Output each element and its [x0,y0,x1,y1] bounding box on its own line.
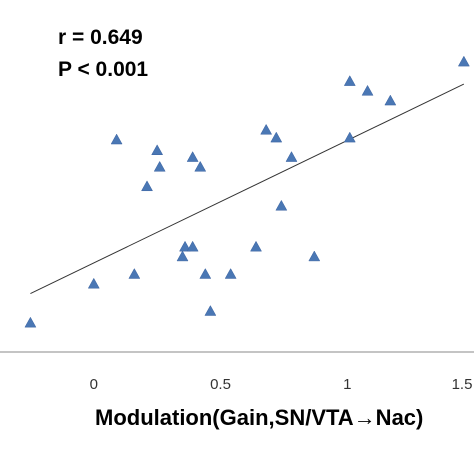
data-point [87,277,100,289]
data-point [457,55,470,67]
data-points [24,55,470,328]
data-point [384,94,397,106]
trendline [30,83,465,294]
data-point [343,131,356,143]
x-axis-ticks: 0 0.5 1 1.5 [90,376,473,393]
data-point [24,316,37,328]
data-point [224,268,237,279]
data-point [194,160,207,172]
p-value-label: P < 0.001 [58,58,149,81]
data-point [199,268,212,279]
data-point [308,250,321,262]
correlation-coefficient-label: r = 0.649 [58,26,143,49]
data-point [141,180,153,192]
x-tick-label: 0 [90,376,98,393]
data-point [260,123,273,135]
x-tick-label: 1.5 [452,376,473,393]
data-point [186,151,199,162]
data-point [361,84,374,96]
data-point [128,268,141,279]
data-point [250,240,262,252]
x-axis-title: Modulation(Gain,SN/VTA→Nac) [95,405,424,430]
data-point [179,240,191,252]
x-tick-label: 1 [343,376,351,393]
data-point [151,144,164,155]
x-tick-label: 0.5 [210,376,231,393]
data-point [275,199,288,211]
data-point [285,151,298,162]
data-point [110,133,123,145]
data-point [343,75,356,86]
data-point [204,305,217,316]
data-point [186,240,199,252]
data-point [153,160,166,172]
data-point [270,131,283,143]
data-point [176,250,189,262]
